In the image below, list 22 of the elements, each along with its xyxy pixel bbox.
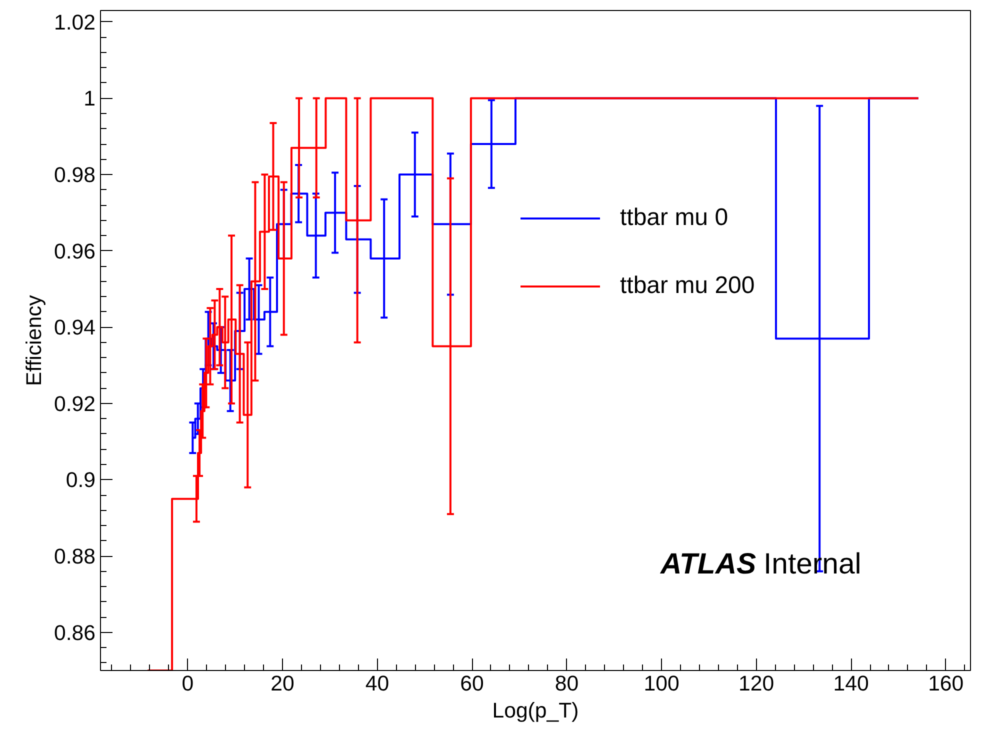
legend-label: ttbar mu 0: [620, 204, 728, 232]
x-tick-label: 0: [182, 672, 194, 696]
x-tick-label: 140: [833, 672, 870, 696]
x-tick-label: 80: [554, 672, 579, 696]
y-tick-label: 0.94: [54, 316, 96, 340]
y-tick-label: 1.02: [54, 10, 96, 34]
y-tick-label: 0.86: [54, 620, 96, 645]
x-tick-label: 160: [928, 672, 964, 696]
y-tick-label: 0.88: [54, 544, 96, 569]
y-tick-label: 0.98: [54, 163, 96, 188]
x-tick-label: 20: [270, 672, 294, 696]
y-tick-label: 0.9: [66, 468, 96, 492]
x-tick-label: 100: [644, 672, 680, 696]
y-tick-label: 1: [84, 86, 96, 111]
x-tick-label: 120: [738, 672, 774, 696]
y-axis-title: Efficiency: [22, 294, 46, 386]
y-tick-label: 0.96: [54, 239, 96, 264]
x-tick-label: 40: [365, 672, 390, 696]
y-tick-label: 0.92: [54, 392, 96, 416]
x-axis-title: Log(p_T): [492, 698, 579, 722]
x-tick-label: 60: [460, 672, 484, 696]
legend-label: ttbar mu 200: [620, 272, 755, 300]
